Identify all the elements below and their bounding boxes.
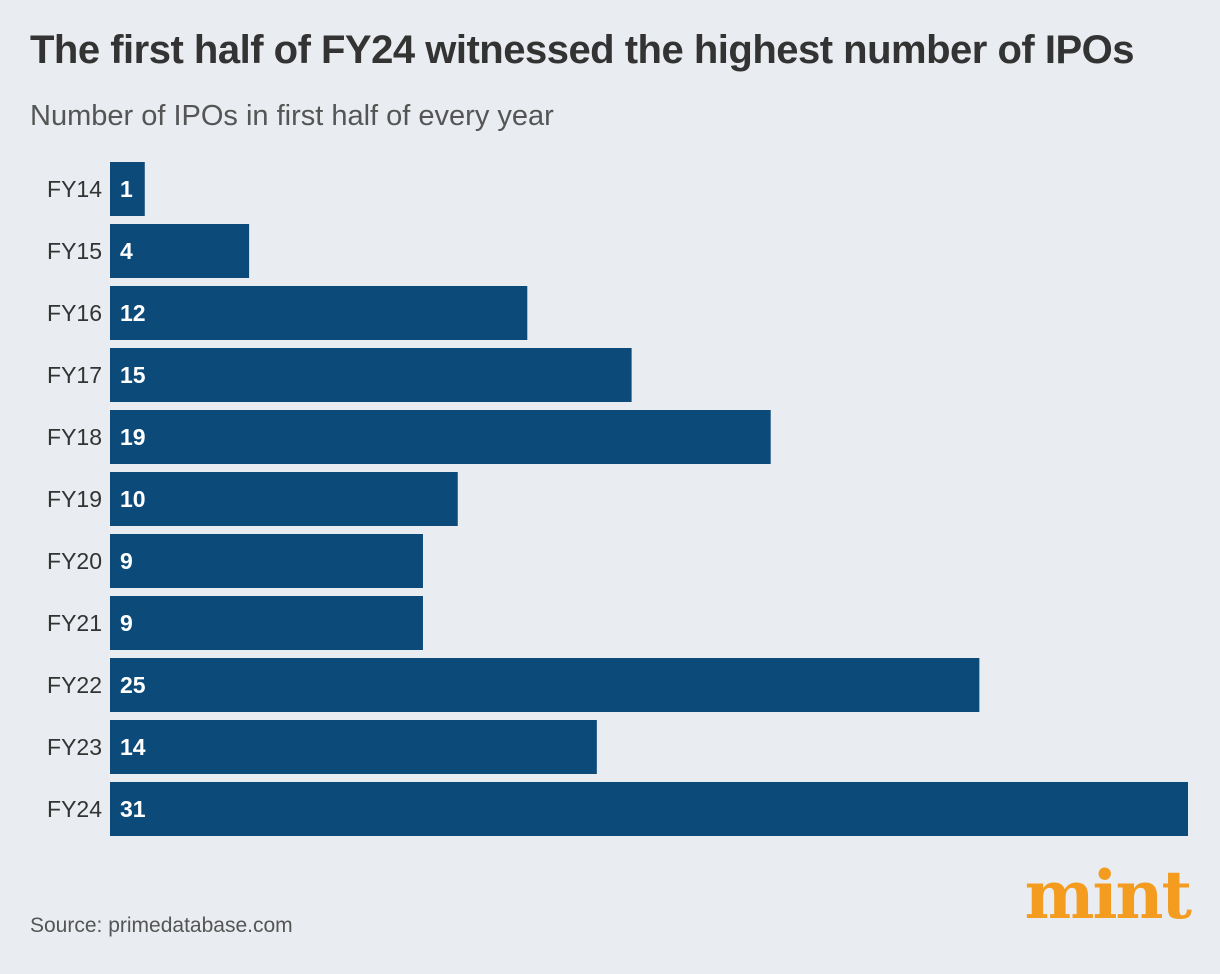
bar-fy23	[110, 720, 597, 774]
bar-fy19	[110, 472, 458, 526]
value-label: 19	[120, 424, 146, 450]
category-label: FY14	[47, 176, 102, 202]
bar-fy16	[110, 286, 528, 340]
value-label: 9	[120, 548, 133, 574]
value-label: 1	[120, 176, 133, 202]
value-label: 10	[120, 486, 146, 512]
bar-fy17	[110, 348, 632, 402]
value-label: 25	[120, 672, 146, 698]
bar-fy18	[110, 410, 771, 464]
source-note: Source: primedatabase.com	[30, 914, 293, 937]
bar-fy21	[110, 596, 423, 650]
bar-fy24	[110, 782, 1188, 836]
value-label: 4	[120, 238, 133, 264]
value-label: 9	[120, 610, 133, 636]
bar-fy14	[110, 162, 145, 216]
bar-fy15	[110, 224, 250, 278]
category-label: FY22	[47, 672, 102, 698]
category-label: FY18	[47, 424, 102, 450]
category-label: FY20	[47, 548, 102, 574]
value-label: 14	[120, 734, 146, 760]
category-label: FY15	[47, 238, 102, 264]
chart-title: The first half of FY24 witnessed the hig…	[30, 28, 1135, 72]
bar-fy22	[110, 658, 980, 712]
category-label: FY17	[47, 362, 102, 388]
category-label: FY21	[47, 610, 102, 636]
chart-subtitle: Number of IPOs in first half of every ye…	[30, 100, 554, 132]
category-label: FY19	[47, 486, 102, 512]
category-label: FY23	[47, 734, 102, 760]
value-label: 12	[120, 300, 146, 326]
category-label: FY16	[47, 300, 102, 326]
value-label: 31	[120, 796, 146, 822]
bar-fy20	[110, 534, 423, 588]
value-label: 15	[120, 362, 146, 388]
category-label: FY24	[47, 796, 102, 822]
mint-logo: mint	[1024, 856, 1192, 934]
